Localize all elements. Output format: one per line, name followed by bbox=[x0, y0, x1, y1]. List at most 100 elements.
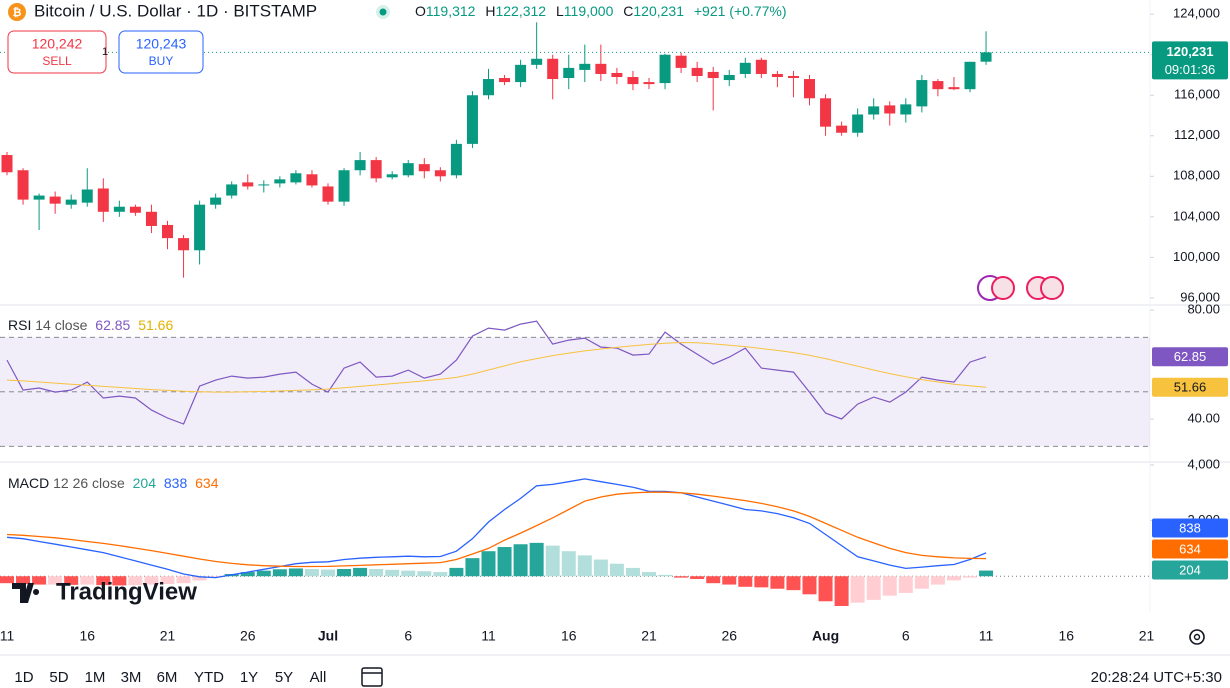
value-tag-label: 51.66 bbox=[1174, 380, 1207, 395]
ohlc-value: 120,231 bbox=[633, 3, 684, 19]
y-tick-label: 108,000 bbox=[1173, 168, 1220, 183]
histogram-bar bbox=[882, 576, 897, 596]
x-tick-label: 21 bbox=[1139, 628, 1155, 644]
histogram-bar bbox=[240, 572, 255, 577]
range-button[interactable]: 1D bbox=[14, 669, 33, 686]
sell-price: 120,242 bbox=[32, 36, 83, 52]
price-pane bbox=[0, 22, 1150, 278]
sell-label: SELL bbox=[42, 54, 72, 68]
histogram-bar bbox=[963, 576, 977, 578]
x-tick-label: 26 bbox=[240, 628, 256, 644]
range-button[interactable]: 5D bbox=[49, 669, 68, 686]
event-icon[interactable] bbox=[1040, 276, 1064, 300]
x-tick-label: 6 bbox=[404, 628, 412, 644]
histogram-bar bbox=[866, 576, 881, 600]
x-tick-label: 11 bbox=[979, 628, 994, 644]
ohlc-key: C bbox=[623, 3, 633, 19]
indicator-line bbox=[6, 341, 987, 393]
histogram-bar bbox=[930, 576, 945, 585]
candle-body bbox=[643, 82, 655, 85]
range-button[interactable]: 1M bbox=[85, 669, 106, 686]
histogram-bar bbox=[898, 576, 913, 593]
ohlc-key: L bbox=[556, 3, 564, 19]
candle-body bbox=[531, 58, 543, 65]
histogram-bar bbox=[786, 576, 801, 591]
macd-params: 12 26 close bbox=[53, 475, 125, 491]
clock[interactable]: 20:28:24 UTC+5:30 bbox=[1091, 669, 1222, 686]
settings-icon-core bbox=[1193, 633, 1201, 641]
range-button[interactable]: YTD bbox=[194, 669, 224, 686]
candle-body bbox=[579, 63, 591, 70]
histogram-bar bbox=[433, 572, 448, 577]
x-tick-label: 16 bbox=[561, 628, 577, 644]
histogram-bar bbox=[561, 551, 576, 577]
candle-body bbox=[755, 59, 767, 74]
candle-body bbox=[322, 186, 334, 202]
histogram-bar bbox=[481, 551, 496, 577]
candle-body bbox=[948, 87, 960, 90]
y-tick-label: 112,000 bbox=[1174, 127, 1220, 142]
value-tag-label: 62.85 bbox=[1174, 349, 1207, 364]
histogram-bar bbox=[417, 571, 432, 577]
histogram-bar bbox=[112, 576, 127, 586]
settings-icon[interactable] bbox=[1189, 629, 1205, 645]
candle-body bbox=[226, 184, 238, 196]
range-button[interactable]: 1Y bbox=[240, 669, 258, 686]
macd-pane bbox=[0, 478, 1150, 606]
value-tag bbox=[1152, 377, 1228, 397]
candle-body bbox=[675, 55, 687, 68]
date-range-icon[interactable] bbox=[361, 667, 383, 687]
range-button[interactable]: 6M bbox=[157, 669, 178, 686]
histogram-bar bbox=[722, 576, 737, 585]
indicator-line bbox=[6, 320, 987, 425]
event-icon[interactable] bbox=[991, 276, 1015, 300]
rsi-pane bbox=[0, 320, 1150, 447]
rsi-title: RSI bbox=[8, 317, 31, 333]
symbol-title[interactable]: Bitcoin / U.S. Dollar · 1D · BITSTAMP bbox=[34, 1, 317, 20]
ohlc-value: 122,312 bbox=[495, 3, 546, 19]
range-button[interactable]: 5Y bbox=[275, 669, 293, 686]
rsi-params: 14 close bbox=[35, 317, 87, 333]
histogram-bar bbox=[96, 576, 111, 586]
candle-body bbox=[563, 67, 575, 79]
candle-body bbox=[178, 238, 190, 251]
x-tick-label: 21 bbox=[641, 628, 657, 644]
histogram-bar bbox=[256, 570, 271, 577]
candle-body bbox=[916, 80, 928, 107]
axes: 96,000 100,000 104,000 108,000 112,000 116,00… bbox=[0, 6, 1228, 644]
candle-body bbox=[338, 170, 350, 202]
histogram-bar bbox=[674, 576, 689, 578]
candle-body bbox=[466, 95, 478, 144]
candle-body bbox=[1, 155, 13, 173]
histogram-bar bbox=[577, 555, 592, 577]
candle-body bbox=[434, 170, 446, 177]
histogram-bar bbox=[385, 569, 400, 577]
sell-button[interactable] bbox=[7, 30, 107, 74]
histogram-bar bbox=[64, 576, 79, 585]
logo[interactable]: TradingView bbox=[12, 578, 197, 605]
candle-body bbox=[499, 78, 511, 83]
histogram-bar bbox=[754, 576, 769, 588]
buy-button[interactable] bbox=[118, 30, 204, 74]
histogram-bar bbox=[529, 542, 544, 577]
price-tag-label: 120,231 bbox=[1167, 44, 1214, 59]
logo-text: TradingView bbox=[56, 578, 197, 605]
ohlc-value: 119,312 bbox=[426, 3, 476, 19]
range-button[interactable]: All bbox=[310, 669, 327, 686]
candle-body bbox=[113, 206, 125, 212]
candle-body bbox=[402, 163, 414, 176]
candle-body bbox=[290, 173, 302, 183]
range-toolbar: 1D 5D 1M 3M 6M YTD 1Y 5Y All bbox=[14, 669, 326, 686]
coin-icon bbox=[8, 3, 26, 21]
x-tick-label: 16 bbox=[79, 628, 95, 644]
x-tick-label: 26 bbox=[721, 628, 737, 644]
candle-body bbox=[691, 67, 703, 76]
histogram-bar bbox=[914, 576, 929, 589]
buy-price: 120,243 bbox=[136, 36, 187, 52]
candle-body bbox=[771, 73, 783, 78]
candle-body bbox=[370, 160, 382, 179]
ohlc-value: 119,000 bbox=[564, 3, 614, 19]
histogram-bar bbox=[353, 567, 368, 577]
range-button[interactable]: 3M bbox=[121, 669, 142, 686]
candle-body bbox=[659, 54, 671, 84]
